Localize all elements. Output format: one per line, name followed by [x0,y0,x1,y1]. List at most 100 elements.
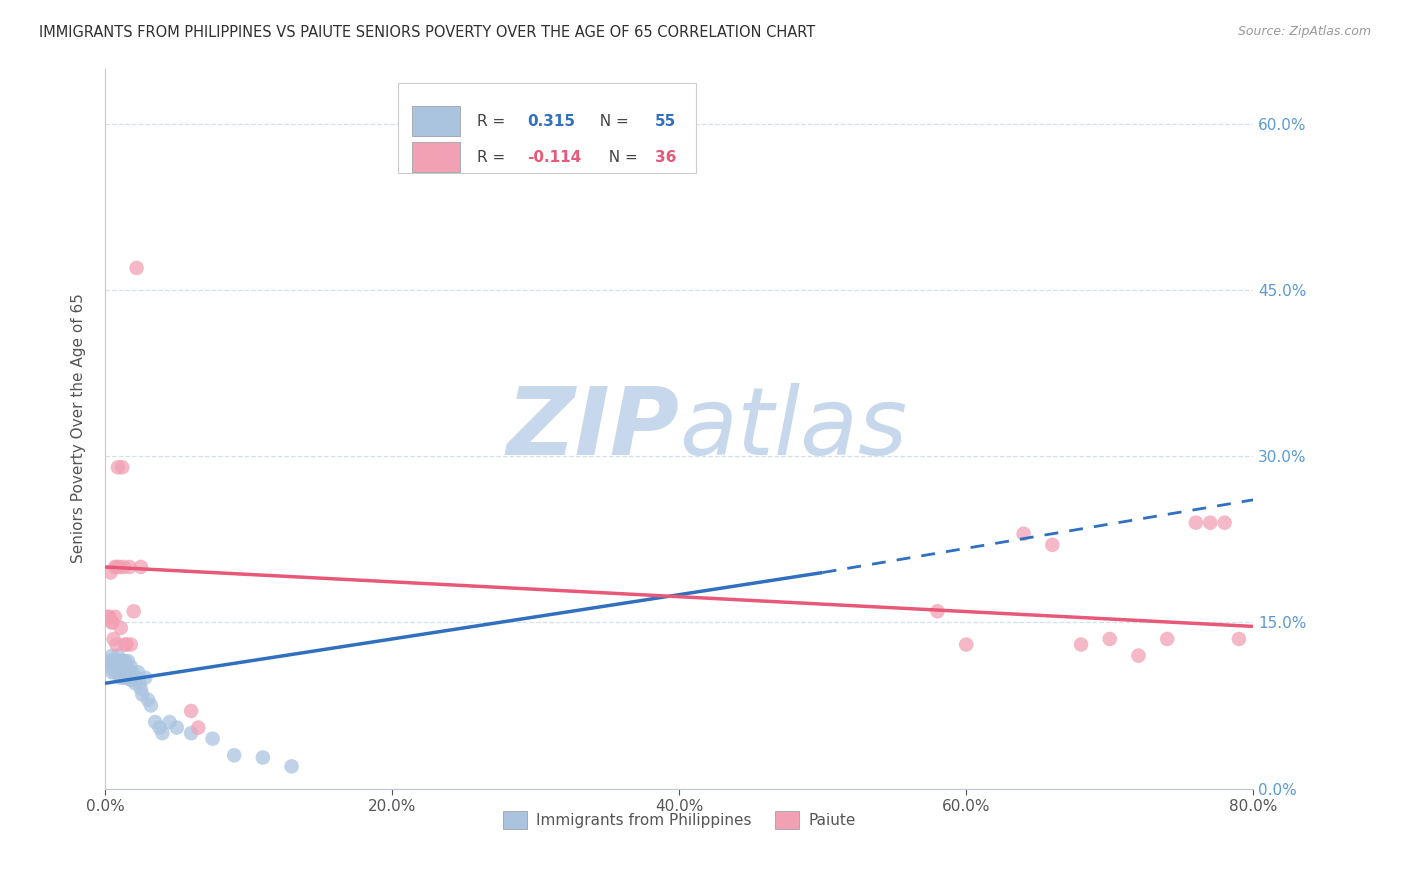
Point [107,665,129,680]
Point [927,604,949,618]
Point [129,681,152,696]
Point [107,648,129,663]
Point [112,665,135,680]
Point [115,659,138,673]
Point [125,671,148,685]
Point [1213,516,1236,530]
Point [117,671,139,685]
Point [104,659,127,673]
Point [152,726,174,740]
Point [114,654,136,668]
Point [125,260,148,275]
Point [252,750,274,764]
Point [104,654,127,668]
Point [224,748,246,763]
Point [103,632,125,646]
Point [136,693,159,707]
Point [143,714,166,729]
Point [1012,526,1035,541]
Text: IMMIGRANTS FROM PHILIPPINES VS PAIUTE SENIORS POVERTY OVER THE AGE OF 65 CORRELA: IMMIGRANTS FROM PHILIPPINES VS PAIUTE SE… [39,25,815,40]
Point [97,610,120,624]
Point [280,759,302,773]
Point [105,654,128,668]
Point [112,560,135,574]
Point [128,676,150,690]
Point [108,560,131,574]
Text: Source: ZipAtlas.com: Source: ZipAtlas.com [1237,25,1371,38]
FancyBboxPatch shape [398,83,696,173]
Point [100,566,122,580]
Text: N =: N = [589,113,633,128]
Point [98,659,121,673]
Point [201,731,224,746]
Text: R =: R = [477,113,513,128]
Point [1070,638,1092,652]
Point [114,638,136,652]
Point [122,604,145,618]
Point [118,665,141,680]
Y-axis label: Seniors Poverty Over the Age of 65: Seniors Poverty Over the Age of 65 [72,293,86,564]
Point [134,671,156,685]
Point [121,665,143,680]
Point [187,721,209,735]
Point [111,662,134,676]
Text: N =: N = [599,150,643,165]
Point [117,654,139,668]
Text: atlas: atlas [679,383,907,474]
Point [105,665,128,680]
Point [101,615,124,630]
Point [103,659,125,673]
Point [148,721,170,735]
Point [118,560,141,574]
Point [139,698,162,713]
Point [114,671,136,685]
Point [120,659,142,673]
Point [108,665,131,680]
Point [1128,648,1150,663]
Point [105,659,128,673]
Point [110,671,132,685]
Point [131,687,153,701]
Text: 55: 55 [655,113,676,128]
Text: 36: 36 [655,150,676,165]
Text: ZIP: ZIP [506,383,679,475]
Point [120,673,142,687]
Point [101,648,124,663]
Point [124,676,146,690]
Point [166,721,188,735]
Point [122,671,145,685]
Point [98,610,121,624]
FancyBboxPatch shape [412,106,460,136]
Point [101,615,124,630]
Point [107,654,129,668]
Point [105,638,128,652]
Point [180,704,202,718]
Point [955,638,977,652]
Point [159,714,181,729]
Point [107,460,129,475]
Point [127,665,149,680]
Point [120,638,142,652]
Point [108,654,131,668]
Point [101,665,124,680]
Point [1156,632,1178,646]
Point [1185,516,1208,530]
Point [104,610,127,624]
Point [103,654,125,668]
Point [104,560,127,574]
Point [129,560,152,574]
Point [112,659,135,673]
Point [111,654,134,668]
Point [115,638,138,652]
Text: -0.114: -0.114 [527,150,582,165]
FancyBboxPatch shape [412,142,460,172]
Point [115,665,138,680]
Point [1040,538,1063,552]
Point [105,560,128,574]
Point [110,659,132,673]
Point [1098,632,1121,646]
Point [97,654,120,668]
Point [100,654,122,668]
Point [1199,516,1222,530]
Point [180,726,202,740]
